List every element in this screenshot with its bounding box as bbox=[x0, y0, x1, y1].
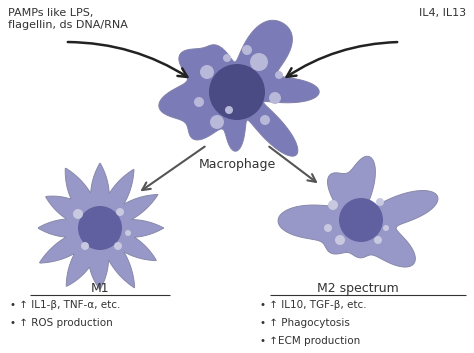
Circle shape bbox=[376, 198, 384, 206]
Circle shape bbox=[225, 106, 233, 114]
Text: • ↑ IL1-β, TNF-α, etc.: • ↑ IL1-β, TNF-α, etc. bbox=[10, 300, 120, 310]
Circle shape bbox=[194, 97, 204, 107]
Circle shape bbox=[383, 225, 389, 231]
Circle shape bbox=[210, 115, 224, 129]
Circle shape bbox=[335, 235, 345, 245]
Text: PAMPs like LPS,
flagellin, ds DNA/RNA: PAMPs like LPS, flagellin, ds DNA/RNA bbox=[8, 8, 128, 30]
Circle shape bbox=[250, 53, 268, 71]
Circle shape bbox=[328, 200, 338, 210]
Circle shape bbox=[223, 54, 231, 62]
Circle shape bbox=[339, 198, 383, 242]
Text: • ↑ ROS production: • ↑ ROS production bbox=[10, 318, 113, 328]
Circle shape bbox=[116, 208, 124, 216]
Polygon shape bbox=[278, 156, 438, 267]
Circle shape bbox=[114, 242, 122, 250]
Text: M1: M1 bbox=[91, 282, 109, 295]
Text: IL4, IL13: IL4, IL13 bbox=[419, 8, 466, 18]
Circle shape bbox=[125, 230, 131, 236]
Circle shape bbox=[275, 71, 283, 79]
Circle shape bbox=[374, 236, 382, 244]
Polygon shape bbox=[159, 20, 319, 156]
Circle shape bbox=[200, 65, 214, 79]
Text: • ↑ECM production: • ↑ECM production bbox=[260, 336, 360, 346]
Circle shape bbox=[324, 224, 332, 232]
Circle shape bbox=[260, 115, 270, 125]
Text: Macrophage: Macrophage bbox=[199, 158, 275, 171]
Text: M2 spectrum: M2 spectrum bbox=[317, 282, 399, 295]
Circle shape bbox=[81, 242, 89, 250]
Circle shape bbox=[73, 209, 83, 219]
Text: • ↑ Phagocytosis: • ↑ Phagocytosis bbox=[260, 318, 350, 328]
Circle shape bbox=[269, 92, 281, 104]
Text: • ↑ IL10, TGF-β, etc.: • ↑ IL10, TGF-β, etc. bbox=[260, 300, 366, 310]
Circle shape bbox=[78, 206, 122, 250]
Circle shape bbox=[242, 45, 252, 55]
Circle shape bbox=[209, 64, 265, 120]
Polygon shape bbox=[38, 163, 164, 289]
